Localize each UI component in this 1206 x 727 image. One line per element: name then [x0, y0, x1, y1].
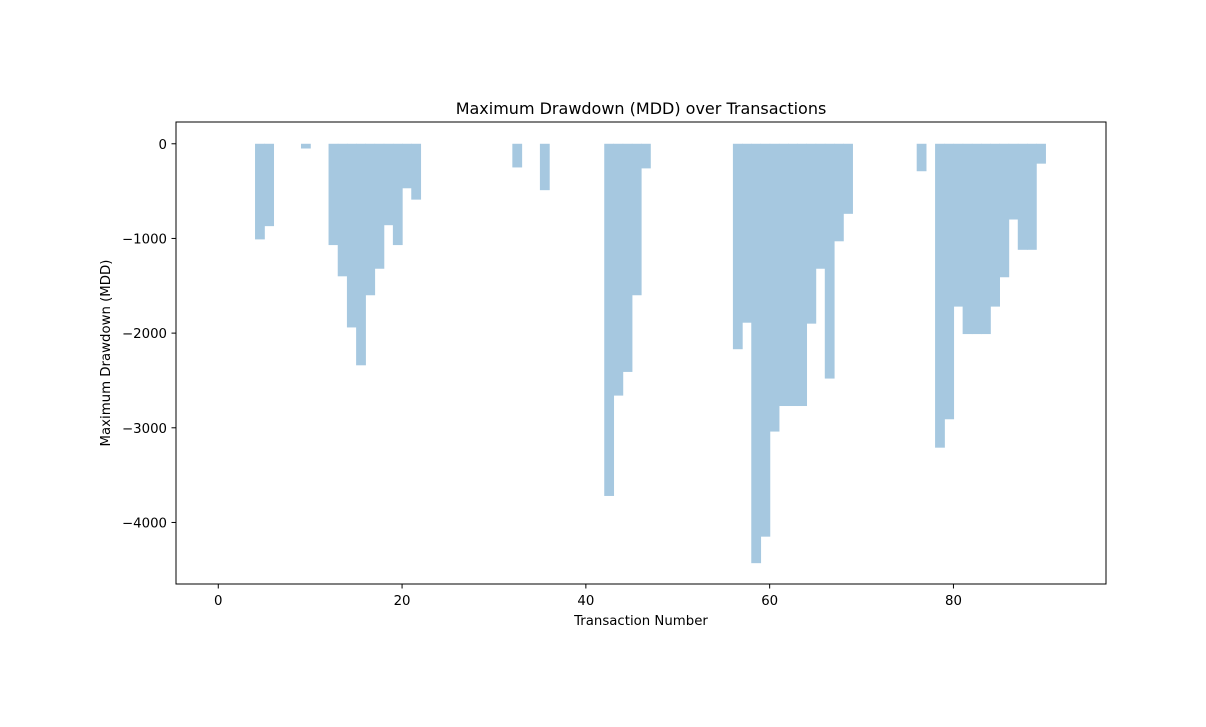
x-tick-label: 80 [945, 594, 962, 609]
drawdown-step [356, 143, 366, 366]
drawdown-step [255, 143, 265, 240]
drawdown-step [402, 143, 412, 189]
drawdown-step [346, 143, 357, 328]
drawdown-step [383, 143, 394, 226]
x-tick-label: 40 [577, 594, 594, 609]
drawdown-step [999, 143, 1010, 278]
drawdown-step [337, 143, 348, 277]
drawdown-step [374, 143, 385, 269]
y-axis-ticks: 0 −1000 −2000 −3000 −4000 [122, 138, 176, 531]
drawdown-step [935, 143, 945, 448]
y-tick-label: 0 [159, 138, 167, 153]
drawdown-step [916, 143, 927, 172]
x-tick-label: 20 [394, 594, 411, 609]
y-tick-label: −4000 [122, 516, 167, 531]
drawdown-step [1008, 143, 1019, 220]
x-axis-ticks: 0 20 40 60 80 [214, 584, 962, 609]
drawdown-step [797, 143, 808, 407]
drawdown-step [751, 143, 762, 564]
drawdown-step [953, 143, 964, 307]
drawdown-step [1017, 143, 1028, 250]
drawdown-step [962, 143, 973, 335]
drawdown-step [732, 143, 743, 350]
y-tick-label: −3000 [122, 422, 167, 437]
drawdown-step [328, 143, 339, 246]
drawdown-step [815, 143, 826, 269]
drawdown-step [824, 143, 835, 379]
drawdown-step [392, 143, 403, 246]
x-tick-label: 0 [214, 594, 222, 609]
drawdown-step [788, 143, 798, 407]
drawdown-step [981, 143, 991, 335]
drawdown-step [760, 143, 771, 537]
drawdown-step [1036, 143, 1046, 164]
drawdown-step [604, 143, 615, 496]
y-tick-label: −1000 [122, 232, 167, 247]
x-axis-label: Transaction Number [573, 614, 708, 629]
drawdown-step [833, 143, 844, 242]
drawdown-step [613, 143, 624, 396]
drawdown-step [411, 143, 422, 200]
plot-area [175, 121, 1107, 585]
plot-frame [175, 121, 1107, 585]
drawdown-step [843, 143, 853, 214]
drawdown-step [742, 143, 752, 323]
drawdown-step [769, 143, 780, 432]
x-tick-label: 60 [761, 594, 778, 609]
drawdown-step [300, 143, 311, 149]
drawdown-step [971, 143, 982, 335]
drawdown-series [255, 143, 1046, 564]
drawdown-step [1026, 143, 1037, 250]
drawdown-step [539, 143, 550, 191]
drawdown-step [806, 143, 817, 324]
y-axis-label: Maximum Drawdown (MDD) [99, 260, 114, 447]
y-tick-label: −2000 [122, 327, 167, 342]
drawdown-step [512, 143, 523, 168]
drawdown-step [622, 143, 633, 372]
drawdown-step [631, 143, 642, 296]
drawdown-step [264, 143, 275, 227]
drawdown-step [365, 143, 376, 296]
chart-title: Maximum Drawdown (MDD) over Transactions [456, 99, 827, 118]
drawdown-step [778, 143, 789, 407]
drawdown-step [944, 143, 955, 420]
drawdown-step [990, 143, 1000, 307]
drawdown-step [641, 143, 651, 169]
